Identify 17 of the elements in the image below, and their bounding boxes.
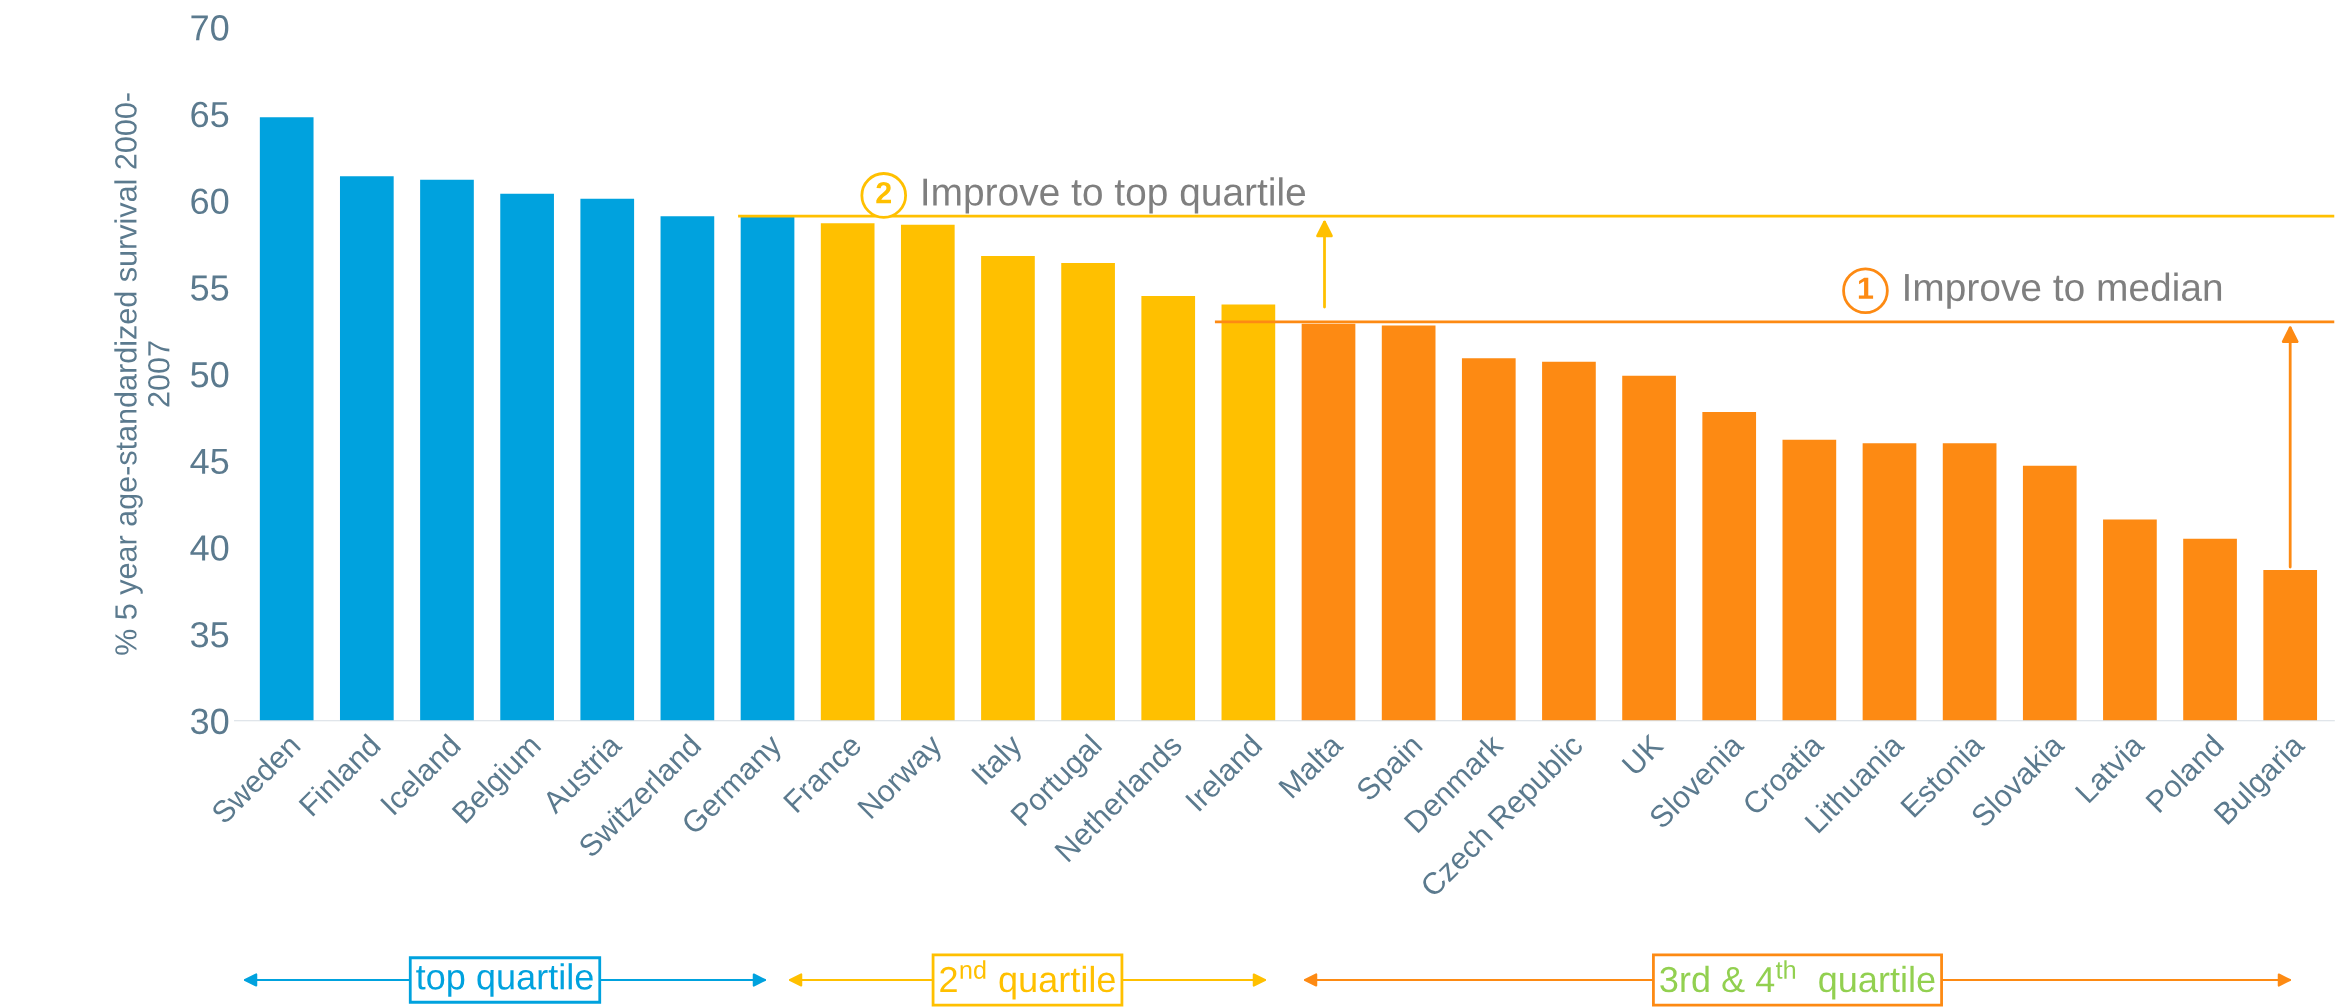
ref-line-label: Improve to top quartile bbox=[923, 177, 1305, 214]
y-tick-label: 50 bbox=[191, 361, 229, 388]
text: top quartile bbox=[416, 963, 593, 997]
ref-line-label: Improve to median bbox=[1905, 272, 2222, 309]
y-axis-title: % 5 year age-standardized survival 2000- 2007 bbox=[114, 93, 170, 655]
text: 3rd & 4$^{th}$ quartile bbox=[1660, 960, 1935, 1000]
y-tick-label: 40 bbox=[190, 535, 229, 561]
y-tick-label: 45 bbox=[190, 448, 229, 475]
y-tick-label: 65 bbox=[191, 101, 229, 128]
y-tick-label: 55 bbox=[191, 275, 229, 301]
annotation: 1 bbox=[1858, 277, 1874, 299]
y-tick-label: 70 bbox=[191, 15, 229, 41]
y-tick-label: 35 bbox=[190, 621, 229, 648]
y-tick-label: 60 bbox=[191, 188, 229, 215]
text: 2$^{nd}$ quartile bbox=[940, 960, 1115, 1000]
annotation: 2 bbox=[876, 181, 892, 204]
y-tick-label: 30 bbox=[190, 708, 229, 735]
